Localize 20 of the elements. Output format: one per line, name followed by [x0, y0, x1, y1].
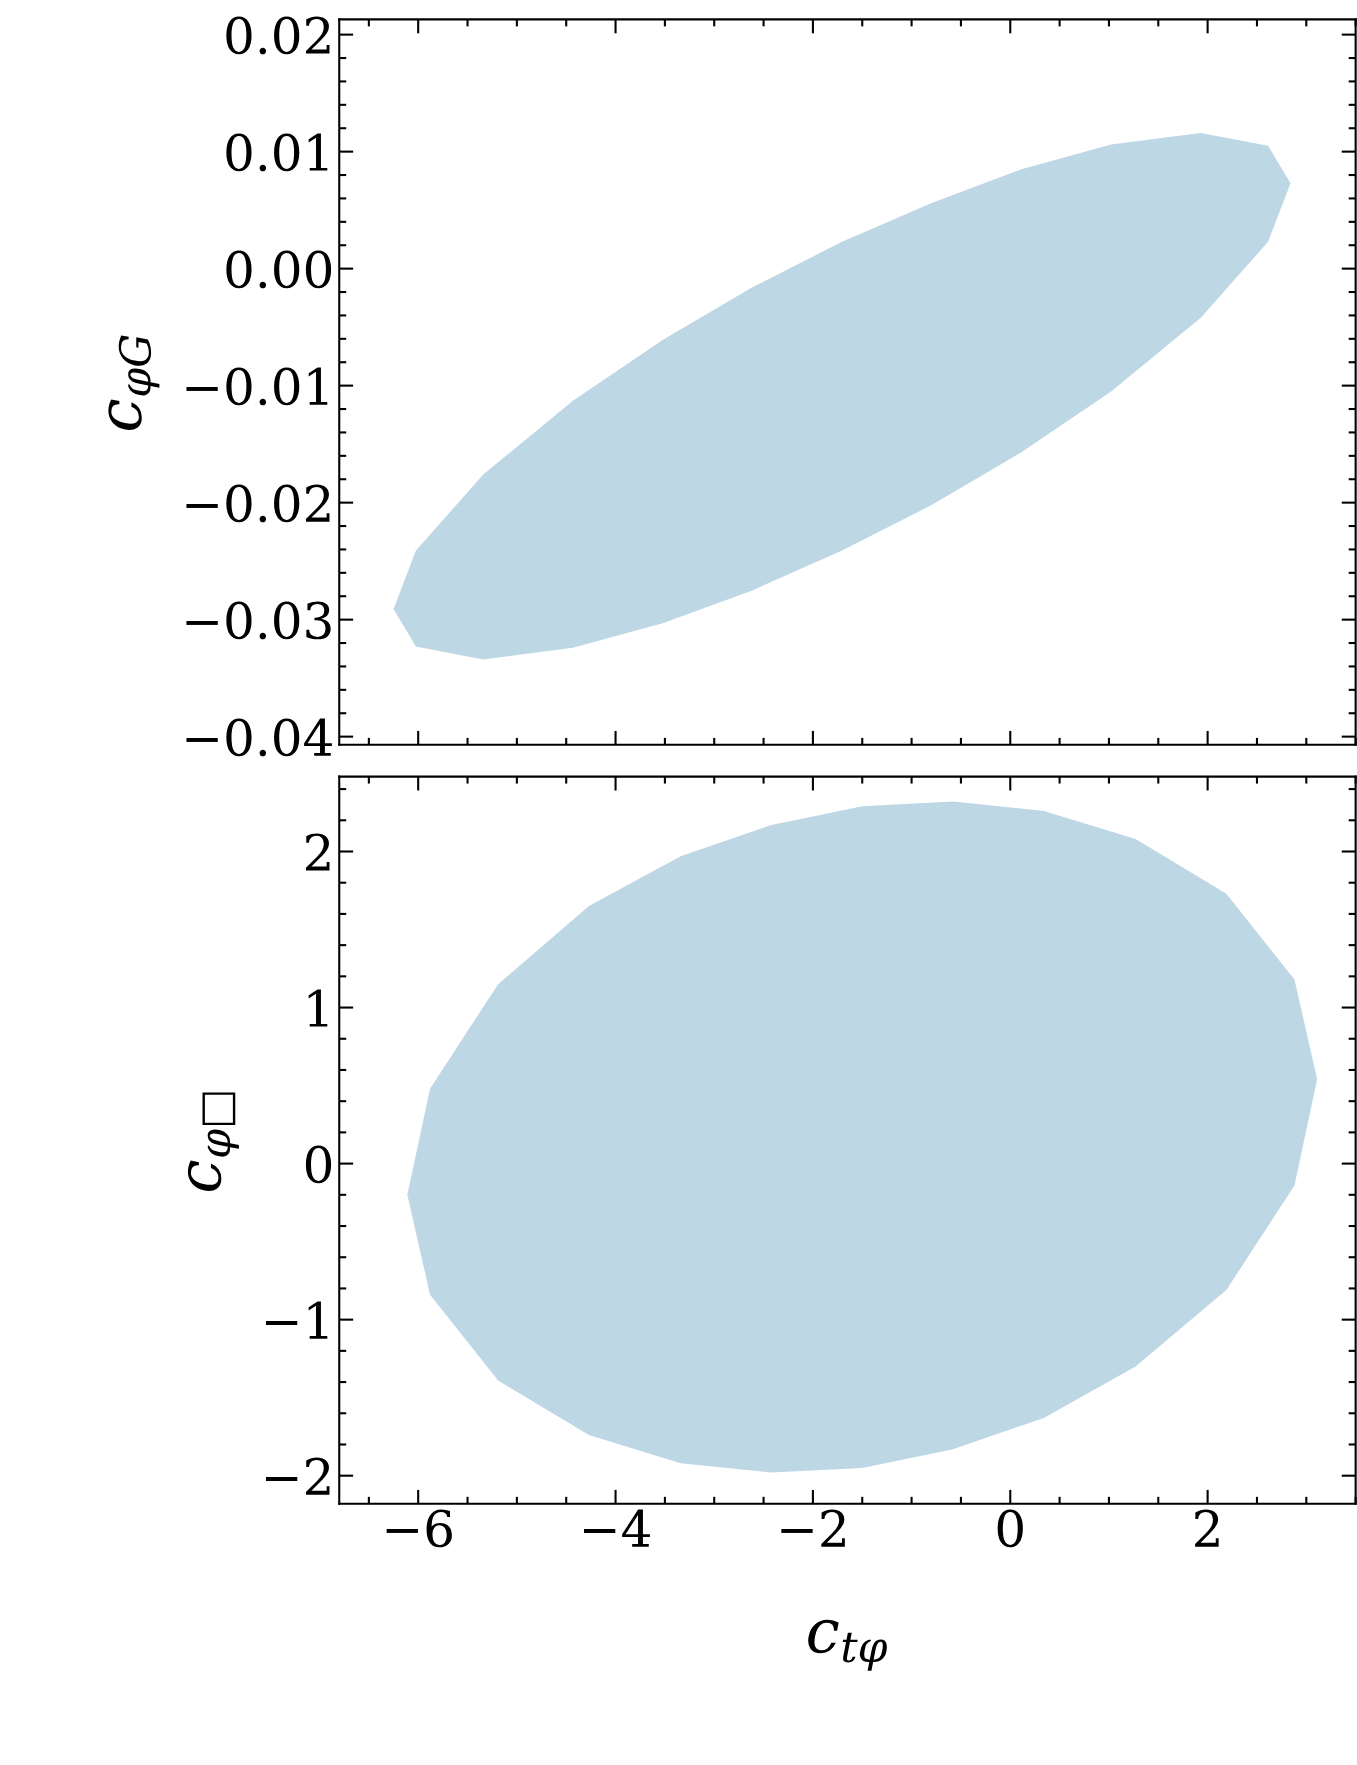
y-tick-label: 0.02: [226, 16, 330, 55]
y-tick-label: −0.01: [186, 367, 328, 406]
x-axis-title: c$_{tφ}$: [808, 1619, 887, 1671]
y-axis-title: c$_{φ□}$: [187, 1092, 239, 1192]
y-tick-label: −0.03: [186, 601, 331, 640]
y-tick-label: −0.04: [186, 718, 332, 757]
y-tick-label: −0.02: [186, 484, 330, 523]
x-tick-label: −6: [386, 1509, 452, 1548]
y-tick-label: −1: [265, 1301, 328, 1339]
y-tick-label: 0.01: [226, 133, 328, 172]
y-tick-label: 0.00: [226, 250, 332, 289]
x-tick-label: 0: [997, 1509, 1023, 1548]
y-axis-title: c$_{φG}$: [108, 335, 160, 430]
x-tick-label: 2: [1195, 1509, 1219, 1547]
y-tick-label: −2: [265, 1457, 330, 1495]
x-tick-label: −4: [583, 1509, 650, 1547]
x-tick-label: −2: [781, 1509, 845, 1547]
y-tick-label: 2: [305, 833, 330, 871]
y-tick-label: 1: [308, 989, 328, 1027]
y-tick-label: 0: [305, 1145, 332, 1184]
